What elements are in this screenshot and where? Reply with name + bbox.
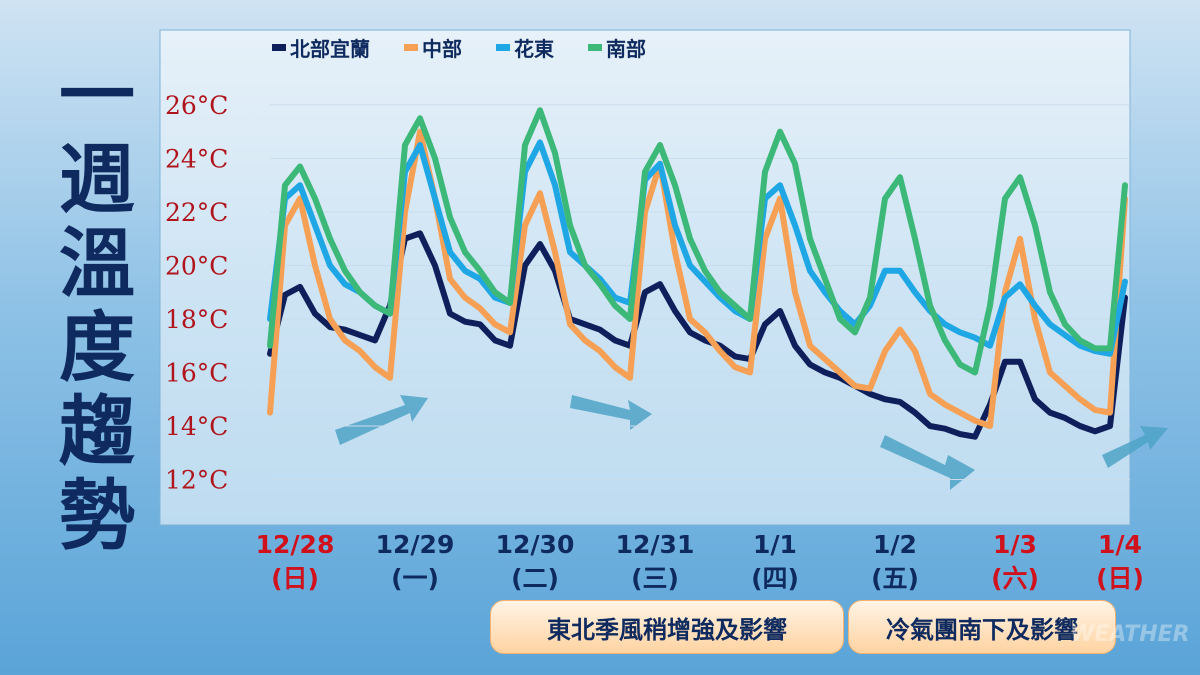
y-tick-label: 16°C — [165, 358, 228, 387]
x-tick-sublabel: (三) — [631, 564, 679, 593]
x-tick-label: 12/31 — [616, 530, 695, 559]
x-tick-sublabel: (日) — [1096, 564, 1144, 593]
x-tick-sublabel: (二) — [511, 564, 559, 593]
plot-box — [159, 29, 1131, 526]
y-tick-label: 14°C — [165, 412, 228, 441]
x-tick-sublabel: (六) — [991, 564, 1039, 593]
y-tick-label: 26°C — [165, 91, 228, 120]
x-tick-label: 1/3 — [993, 530, 1037, 559]
legend-label: 南部 — [606, 37, 646, 61]
y-tick-label: 12°C — [165, 466, 228, 495]
series-line — [267, 107, 1128, 376]
legend-swatch — [588, 44, 602, 51]
series-line — [267, 128, 1128, 429]
x-tick-label: 12/28 — [256, 530, 335, 559]
x-tick-label: 1/1 — [753, 530, 797, 559]
y-tick-label: 24°C — [165, 144, 228, 173]
x-tick-label: 12/29 — [376, 530, 455, 559]
banner: 東北季風稍增強及影響 — [490, 600, 844, 654]
legend-label: 花東 — [514, 37, 554, 61]
x-tick-sublabel: (四) — [751, 564, 799, 593]
x-tick-sublabel: (一) — [391, 564, 439, 593]
legend-swatch — [496, 44, 510, 51]
legend-label: 北部宜蘭 — [290, 37, 370, 61]
x-tick-sublabel: (五) — [871, 564, 919, 593]
y-tick-label: 20°C — [165, 251, 228, 280]
y-tick-label: 18°C — [165, 305, 228, 334]
arrows — [335, 395, 1168, 490]
x-tick-label: 1/4 — [1098, 530, 1142, 559]
x-tick-sublabel: (日) — [271, 564, 319, 593]
legend-swatch — [272, 44, 286, 51]
page-title: 一週溫度趨勢 — [46, 55, 135, 559]
y-tick-label: 22°C — [165, 198, 228, 227]
watermark: WEATHER — [1070, 622, 1190, 647]
legend-swatch — [404, 44, 418, 51]
x-tick-label: 12/30 — [496, 530, 575, 559]
banner: 冷氣團南下及影響 — [848, 600, 1116, 654]
legend-label: 中部 — [422, 37, 462, 61]
x-tick-label: 1/2 — [873, 530, 917, 559]
